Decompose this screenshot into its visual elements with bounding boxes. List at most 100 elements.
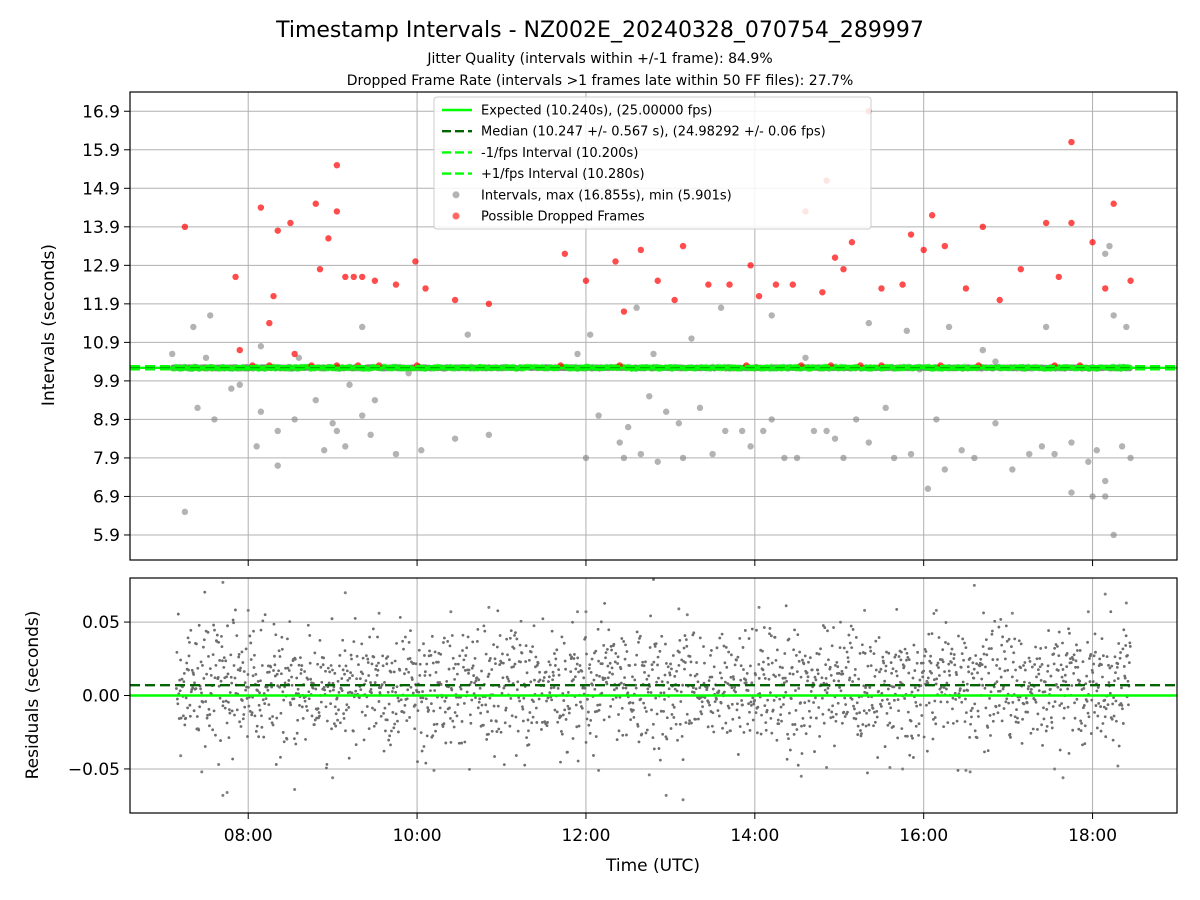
residual-marker — [407, 670, 411, 674]
residual-marker — [343, 649, 347, 653]
residual-marker — [404, 667, 408, 671]
interval-marker — [291, 416, 298, 423]
residual-marker — [375, 664, 378, 668]
residual-marker — [331, 668, 334, 672]
residual-marker — [737, 716, 741, 720]
residual-marker — [773, 635, 777, 639]
residual-marker — [175, 687, 178, 690]
residual-marker — [219, 679, 223, 683]
residual-marker — [245, 697, 249, 700]
residual-marker — [242, 670, 246, 673]
residual-marker — [555, 648, 559, 652]
residual-marker — [642, 701, 646, 705]
legend-label-5: Intervals, max (16.855s), min (5.901s) — [481, 188, 732, 203]
interval-marker — [882, 404, 889, 412]
residual-marker — [335, 696, 339, 700]
residual-marker — [742, 668, 745, 671]
residual-marker — [274, 633, 278, 637]
residual-marker — [684, 638, 688, 642]
residual-marker — [190, 668, 194, 672]
residual-marker — [349, 671, 352, 675]
residual-marker — [620, 706, 624, 710]
residual-marker — [196, 666, 200, 670]
residual-marker — [423, 654, 426, 657]
residual-marker — [465, 646, 469, 650]
residual-marker — [263, 613, 267, 617]
residual-marker — [432, 723, 436, 726]
residual-marker — [460, 741, 463, 745]
chart-subtitle-line-1: Jitter Quality (intervals within +/-1 fr… — [426, 51, 772, 67]
residual-marker — [648, 646, 652, 649]
residual-marker — [729, 729, 732, 733]
residual-marker — [733, 663, 737, 667]
residual-marker — [428, 673, 432, 677]
dropped-frame-marker — [270, 292, 277, 300]
residual-marker — [688, 719, 691, 723]
residual-marker — [279, 672, 283, 676]
residual-marker — [436, 660, 440, 664]
dropped-frame-marker — [705, 281, 712, 288]
residual-marker — [408, 657, 412, 660]
residual-marker — [184, 716, 188, 720]
residual-marker — [390, 729, 393, 733]
residual-marker — [307, 690, 311, 694]
residual-marker — [734, 690, 737, 694]
residual-marker — [377, 700, 381, 703]
residual-marker — [413, 703, 417, 707]
residual-marker — [783, 652, 787, 655]
residual-marker — [227, 708, 231, 712]
residual-marker — [201, 700, 205, 704]
residual-marker — [741, 646, 745, 649]
residual-marker — [230, 709, 234, 713]
residual-marker — [572, 657, 576, 660]
interval-marker — [321, 447, 328, 454]
residual-marker — [182, 680, 186, 684]
residual-marker — [529, 680, 533, 684]
residual-marker — [787, 737, 790, 741]
residual-marker — [747, 702, 750, 706]
residual-marker — [402, 647, 405, 651]
residual-marker — [626, 691, 630, 695]
residual-marker — [361, 656, 365, 660]
residual-marker — [622, 640, 626, 643]
residual-marker — [609, 704, 613, 708]
residual-marker — [611, 697, 615, 701]
residual-marker — [575, 662, 579, 666]
residual-marker — [207, 654, 210, 658]
interval-marker — [650, 350, 657, 358]
interval-marker — [169, 350, 176, 358]
residual-marker — [607, 715, 611, 719]
residual-marker — [250, 711, 254, 715]
interval-marker — [1051, 450, 1058, 458]
residual-marker — [744, 681, 748, 685]
residual-marker — [654, 642, 658, 646]
residual-marker — [330, 617, 334, 621]
residual-marker — [703, 661, 706, 665]
dropped-frame-marker — [878, 285, 885, 292]
dropped-frame-marker — [772, 281, 780, 288]
residual-marker — [561, 713, 565, 717]
interval-marker — [907, 450, 915, 458]
residual-marker — [246, 673, 250, 676]
residual-marker — [518, 699, 522, 703]
residual-marker — [764, 728, 768, 732]
residual-marker — [232, 621, 235, 625]
residual-marker — [217, 640, 221, 644]
residual-marker — [551, 678, 554, 682]
interval-marker — [865, 439, 873, 446]
residual-marker — [380, 683, 384, 687]
residual-marker — [670, 713, 674, 716]
residual-marker — [254, 729, 258, 733]
residual-marker — [607, 628, 611, 632]
residual-marker — [514, 754, 518, 757]
residual-marker — [533, 678, 536, 682]
residual-marker — [464, 654, 468, 657]
residual-marker — [338, 721, 342, 725]
interval-marker — [941, 466, 949, 473]
residual-marker — [678, 722, 682, 726]
residual-marker — [656, 655, 660, 659]
residual-marker — [738, 636, 742, 640]
residual-marker — [650, 663, 654, 666]
residual-marker — [521, 707, 525, 711]
residual-marker — [226, 672, 230, 676]
